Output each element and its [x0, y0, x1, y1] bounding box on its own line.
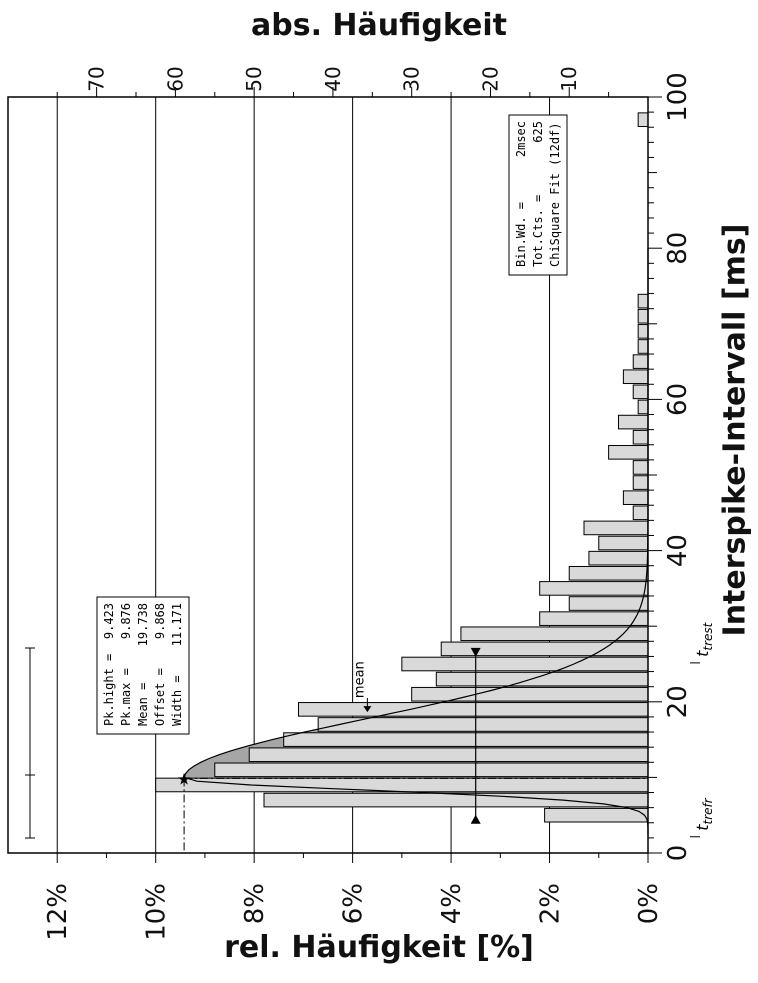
- t-refr-label: ttrefr: [693, 797, 715, 831]
- histogram-bar: [622, 490, 649, 505]
- arrow-head: [470, 814, 481, 824]
- abs-tick-label: 20: [478, 66, 502, 91]
- abs-tick-label: 10: [557, 66, 581, 91]
- histogram-bar: [155, 777, 649, 793]
- fit-params-box-value: 9.876: [119, 603, 133, 639]
- arrow-head: [470, 647, 481, 657]
- histogram-bar: [632, 475, 649, 490]
- histogram-bar: [263, 792, 649, 808]
- histogram-bar: [632, 505, 649, 521]
- histogram-bar: [214, 762, 649, 778]
- histogram-bar: [297, 702, 649, 717]
- bin-info-box: [508, 114, 568, 276]
- histogram-bar: [460, 626, 649, 642]
- interval-tick-label: 0: [663, 845, 693, 862]
- histogram-bar: [637, 324, 649, 339]
- rel-tick-label: 0%: [634, 883, 664, 924]
- histogram-bar: [608, 445, 649, 460]
- rel-frequency-title: rel. Häufigkeit [%]: [224, 930, 534, 965]
- abs-tick-label: 30: [400, 66, 424, 91]
- histogram-bar: [248, 747, 649, 763]
- histogram-bar: [632, 460, 649, 475]
- histogram-bar: [539, 581, 649, 596]
- histogram-bar: [637, 308, 649, 324]
- fit-params-box-label: Mean =: [136, 683, 150, 726]
- mean-arrow-head: [363, 706, 372, 713]
- fit-params-box-label: Offset =: [153, 668, 167, 726]
- abs-tick-label: 40: [321, 66, 345, 91]
- fit-params-box-label: Width =: [170, 675, 184, 726]
- rel-tick-label: 2%: [536, 883, 566, 924]
- bin-info-box-value: 625: [531, 121, 545, 143]
- abs-tick-label: 60: [163, 66, 187, 91]
- histogram-bar: [317, 717, 649, 732]
- mean-label: mean: [352, 661, 367, 698]
- abs-frequency-title: abs. Häufigkeit: [251, 8, 507, 43]
- fit-params-box-label: Pk.hight =: [102, 654, 116, 726]
- fit-params-box-value: 9.423: [102, 603, 116, 639]
- abs-tick-label: 70: [85, 66, 109, 91]
- histogram-bar: [544, 807, 649, 823]
- abs-tick-label: 50: [242, 66, 266, 91]
- interval-tick-label: 20: [663, 685, 693, 718]
- histogram-bar: [598, 535, 649, 551]
- histogram-bar: [632, 429, 649, 445]
- interval-tick-label: 80: [663, 232, 693, 265]
- histogram-bar: [401, 656, 649, 672]
- fit-params-box-value: 11.171: [170, 603, 184, 646]
- histogram-bar: [283, 732, 649, 747]
- rel-tick-label: 8%: [240, 883, 270, 924]
- rel-tick-label: 12%: [43, 883, 73, 941]
- bin-info-box-value: 2msec: [514, 121, 528, 157]
- histogram-bar: [568, 596, 649, 611]
- interval-tick-label: 100: [663, 72, 693, 122]
- histogram-bar: [617, 414, 649, 430]
- t-rest-label: ttrest: [693, 621, 715, 657]
- histogram-bar: [637, 112, 649, 127]
- rel-tick-label: 6%: [339, 883, 369, 924]
- fit-params-box-label: Pk.max =: [119, 668, 133, 726]
- histogram-bar: [411, 686, 649, 702]
- histogram-bar: [588, 550, 649, 566]
- histogram-bar: [622, 369, 649, 385]
- histogram-bar: [583, 520, 649, 536]
- histogram-bar: [568, 565, 649, 581]
- histogram-bar: [637, 399, 649, 415]
- histogram-bar: [632, 354, 649, 369]
- bin-info-box-label: ChiSquare Fit (12df): [548, 123, 562, 268]
- rel-tick-label: 4%: [437, 883, 467, 924]
- bin-info-box-label: Tot.Cts. =: [531, 195, 545, 267]
- histogram-bar: [632, 384, 649, 400]
- interval-tick-label: 60: [663, 383, 693, 416]
- peak-star-icon: ★: [177, 769, 191, 788]
- histogram-bar: [637, 339, 649, 354]
- fit-params-box-value: 19.738: [136, 603, 150, 646]
- fit-params-box: [96, 596, 190, 735]
- rel-tick-label: 10%: [142, 883, 172, 941]
- histogram-bar: [637, 293, 649, 309]
- histogram-bar: [435, 671, 649, 687]
- bin-info-box-label: Bin.Wd. =: [514, 202, 528, 267]
- fit-params-box-value: 9.868: [153, 603, 167, 639]
- interval-tick-label: 40: [663, 534, 693, 567]
